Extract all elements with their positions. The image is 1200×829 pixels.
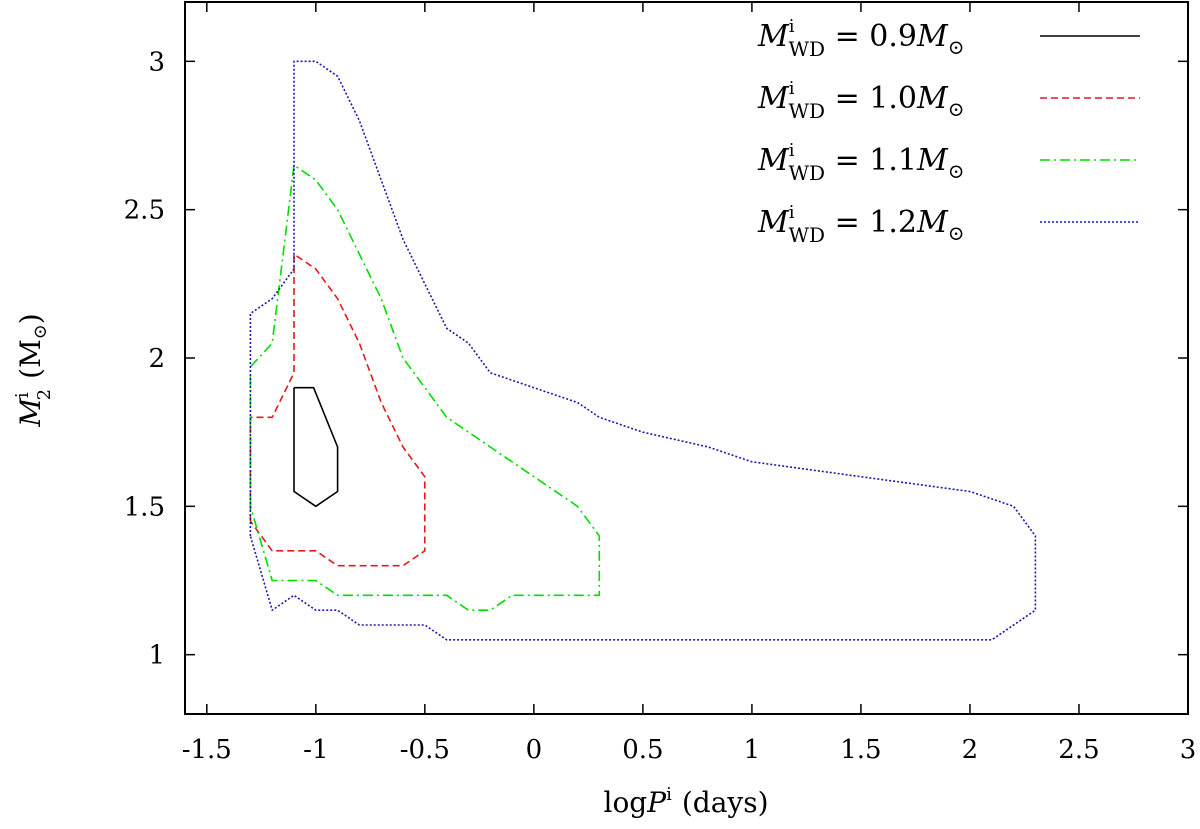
- x-tick-label: -1: [303, 735, 328, 765]
- x-tick-label: 3: [1180, 735, 1197, 765]
- y-axis-label: Mi2(M⊙): [12, 313, 55, 428]
- legend-entry-2: Mi WD = 1.0M⊙: [757, 78, 964, 123]
- x-tick-label: 0.5: [622, 735, 663, 765]
- x-tick-label: 0: [526, 735, 543, 765]
- x-tick-label: 1: [744, 735, 761, 765]
- legend-entry-4: Mi WD = 1.2M⊙: [757, 202, 964, 247]
- legend-entry-1: Mi WD = 0.9M⊙: [757, 16, 964, 61]
- x-tick-label: 1.5: [840, 735, 881, 765]
- axis-ticks: [185, 2, 1189, 714]
- x-tick-label: 2: [962, 735, 979, 765]
- x-tick-label: -1.5: [182, 735, 232, 765]
- x-tick-label: 2.5: [1058, 735, 1099, 765]
- y-tick-label: 2: [148, 344, 165, 374]
- y-tick-label: 1: [148, 641, 165, 671]
- series-line-3: [249, 164, 601, 612]
- series-line-4: [249, 60, 1037, 641]
- series-line-1: [293, 386, 339, 508]
- legend: Mi WD = 0.9M⊙ Mi WD = 1.0M⊙ Mi WD = 1.1M⊙ Mi WD…: [757, 16, 1140, 247]
- legend-entry-3: Mi WD = 1.1M⊙: [757, 140, 964, 185]
- x-axis-label: logPi (days): [603, 784, 768, 819]
- y-tick-label: 2.5: [124, 196, 165, 226]
- series-line-2: [249, 253, 426, 567]
- y-tick-label: 1.5: [124, 492, 165, 522]
- y-tick-label: 3: [148, 47, 165, 77]
- y-tick-labels: 1 1.5 2 2.5 3: [124, 47, 165, 670]
- series-layer: [249, 60, 1037, 641]
- plot-frame: [184, 1, 1189, 715]
- x-tick-label: -0.5: [400, 735, 450, 765]
- x-tick-labels: -1.5 -1 -0.5 0 0.5 1 1.5 2 2.5 3: [182, 735, 1197, 765]
